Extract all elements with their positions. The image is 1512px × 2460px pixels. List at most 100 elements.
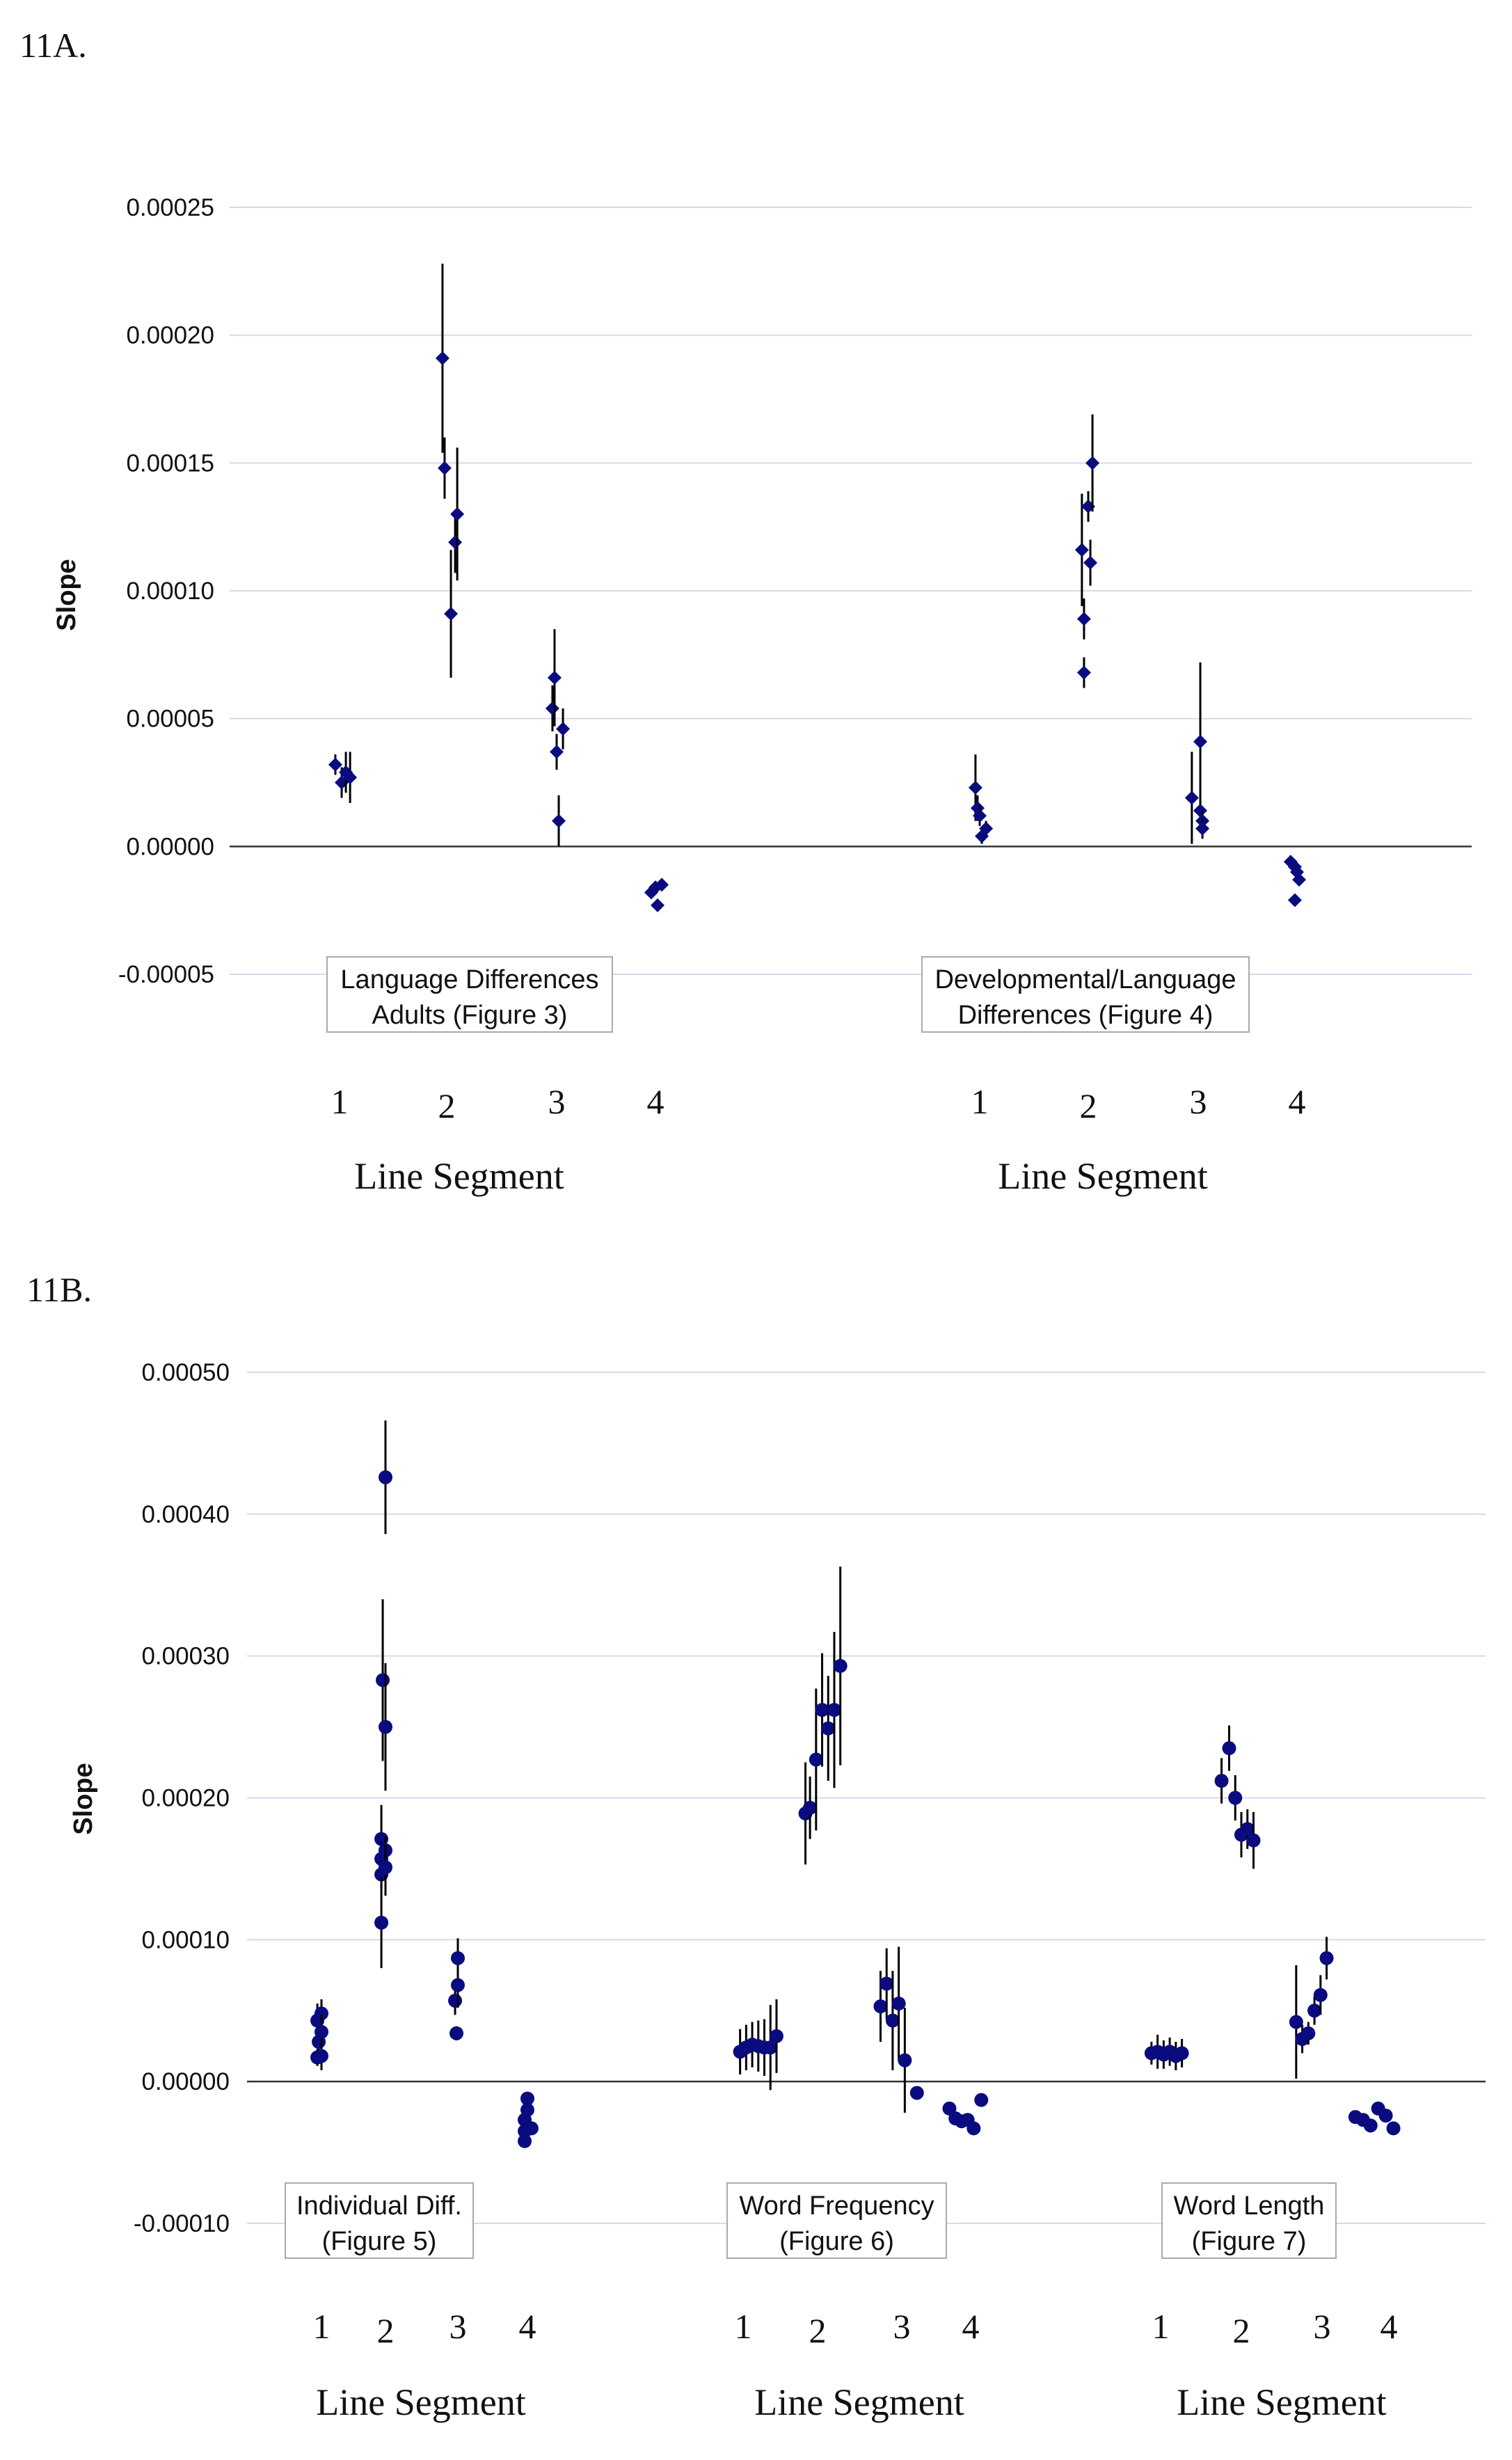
data-point — [885, 2013, 900, 2028]
y-tick-label: 0.00020 — [141, 1785, 230, 1812]
x-axis-label: Line Segment — [754, 2381, 964, 2423]
data-point — [1175, 2046, 1189, 2061]
data-point — [1076, 612, 1091, 626]
panel-11B: 11B. 0.00050 0.00040 0.00030 0.00020 0.00010 0… — [26, 1270, 1486, 2423]
x-tick-label: 2 — [809, 2311, 827, 2350]
data-point — [451, 1978, 465, 1992]
y-tick-label: 0.00005 — [126, 706, 214, 733]
data-point — [435, 351, 449, 365]
data-point — [1085, 456, 1100, 470]
x-tick-label: 2 — [377, 2311, 395, 2350]
data-point — [815, 1703, 829, 1717]
group-label-line: Developmental/Language — [934, 965, 1236, 994]
data-point — [809, 1752, 823, 1767]
data-point — [545, 701, 559, 715]
panel-11A: 11A. 0.00025 0.00020 0.00015 0.00010 0.00005 0… — [19, 26, 1472, 1197]
data-point — [1195, 821, 1210, 836]
data-point — [974, 2093, 989, 2107]
data-point — [1240, 1822, 1255, 1836]
data-point — [1289, 2015, 1303, 2029]
data-point — [524, 2121, 539, 2136]
group-2: Word Frequency (Figure 6) 1 2 3 4 Line Segment — [726, 1566, 989, 2423]
data-point — [343, 770, 358, 785]
data-point — [448, 1993, 463, 2008]
x-axis-label: Line Segment — [998, 1155, 1207, 1197]
data-point — [1184, 791, 1199, 805]
group-label-box — [285, 2182, 474, 2259]
data-point — [1228, 1791, 1243, 1805]
x-tick-label: 3 — [1314, 2307, 1331, 2346]
x-axis-label: Line Segment — [354, 1155, 564, 1197]
x-tick-label: 1 — [971, 1082, 989, 1121]
y-tick-label: 0.00050 — [141, 1359, 230, 1386]
data-point — [518, 2134, 532, 2148]
data-point — [1287, 893, 1302, 907]
x-tick-label: 3 — [1190, 1082, 1207, 1121]
data-point — [451, 1951, 465, 1965]
data-point — [450, 507, 465, 521]
data-point — [449, 2026, 464, 2040]
data-point — [379, 1470, 392, 1484]
data-point — [909, 2086, 924, 2100]
data-point — [1378, 2109, 1393, 2123]
group-label-line: Differences (Figure 4) — [958, 1001, 1213, 1030]
y-axis-label: Slope — [69, 1763, 98, 1834]
data-point — [1307, 2003, 1322, 2018]
data-point — [651, 898, 665, 912]
x-tick-label: 3 — [548, 1082, 566, 1121]
data-point — [1193, 734, 1208, 749]
data-point — [1292, 873, 1307, 887]
data-point — [873, 1999, 888, 2014]
data-point — [973, 809, 987, 823]
data-point — [1319, 1951, 1334, 1965]
data-point — [1386, 2121, 1401, 2136]
group-2: Developmental/Language Differences (Figur… — [921, 414, 1307, 1197]
group-label-line: Word Frequency — [739, 2191, 934, 2221]
data-point — [374, 1915, 389, 1930]
x-axis-label: Line Segment — [316, 2381, 525, 2423]
data-point — [891, 1997, 906, 2011]
data-point — [1301, 2026, 1316, 2040]
x-tick-label: 4 — [962, 2307, 980, 2346]
data-point — [1083, 555, 1098, 570]
data-point — [376, 1673, 390, 1688]
x-tick-label: 4 — [519, 2307, 536, 2346]
x-tick-label: 3 — [893, 2307, 911, 2346]
group-label-box — [1161, 2182, 1337, 2259]
x-tick-label: 1 — [1152, 2307, 1170, 2346]
data-point — [444, 607, 459, 621]
data-point — [379, 1860, 392, 1875]
data-point — [763, 2040, 778, 2055]
y-tick-label: 0.00010 — [126, 578, 214, 605]
data-point — [655, 878, 669, 892]
x-tick-label: 2 — [1080, 1086, 1097, 1125]
data-point — [315, 2024, 328, 2039]
x-tick-label: 2 — [438, 1086, 456, 1125]
x-tick-label: 4 — [647, 1082, 665, 1121]
y-tick-label: 0.00025 — [126, 194, 214, 221]
data-point — [328, 757, 342, 772]
group-label-box — [921, 956, 1250, 1033]
data-point — [833, 1658, 847, 1673]
data-point — [769, 2029, 783, 2043]
x-tick-label: 3 — [449, 2307, 467, 2346]
data-point — [550, 745, 564, 759]
data-point — [520, 2091, 534, 2106]
group-label-line: Word Length — [1174, 2191, 1325, 2221]
x-tick-label: 1 — [331, 1082, 349, 1121]
x-tick-label: 4 — [1289, 1082, 1306, 1121]
data-point — [315, 2006, 328, 2021]
group-label-line: (Figure 7) — [1192, 2227, 1307, 2256]
panel-label: 11A. — [19, 26, 87, 65]
data-point — [827, 1703, 841, 1717]
data-point — [898, 2053, 912, 2068]
data-point — [1074, 543, 1089, 557]
group-3: Word Length (Figure 7) 1 2 3 4 Line Segment — [1144, 1725, 1401, 2423]
data-point — [880, 1976, 894, 1991]
data-point — [379, 1720, 392, 1734]
x-tick-label: 4 — [1380, 2307, 1398, 2346]
y-tick-label: 0.00015 — [126, 450, 214, 477]
data-point — [968, 780, 982, 795]
group-label-line: Adults (Figure 3) — [372, 1001, 568, 1030]
